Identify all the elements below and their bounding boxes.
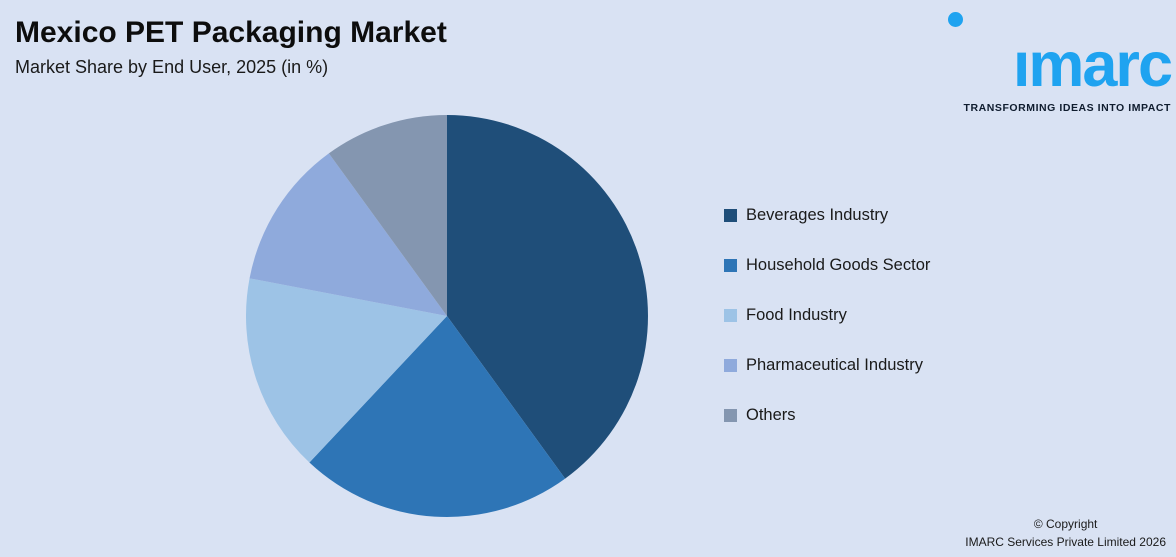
legend-swatch bbox=[724, 258, 737, 272]
legend-label: Beverages Industry bbox=[746, 205, 889, 224]
legend-item-beverages-industry: Beverages Industry bbox=[724, 202, 930, 228]
legend-swatch bbox=[724, 308, 737, 322]
page-title: Mexico PET Packaging Market bbox=[15, 16, 447, 49]
header: Mexico PET Packaging Market Market Share… bbox=[15, 16, 447, 78]
pie-chart bbox=[246, 115, 648, 517]
imarc-logo: ımarc TRANSFORMING IDEAS INTO IMPACT bbox=[941, 8, 1173, 114]
legend-item-food-industry: Food Industry bbox=[724, 302, 930, 328]
pie-slice-household-goods-sector bbox=[309, 316, 566, 517]
legend-item-pharmaceutical-industry: Pharmaceutical Industry bbox=[724, 352, 930, 378]
legend: Beverages Industry Household Goods Sector… bbox=[724, 202, 930, 452]
copyright-note: © Copyright IMARC Services Private Limit… bbox=[965, 516, 1166, 551]
legend-item-others: Others bbox=[724, 402, 930, 428]
legend-label: Food Industry bbox=[746, 305, 847, 324]
logo-i-dot-icon bbox=[948, 12, 963, 27]
legend-label: Others bbox=[746, 405, 796, 424]
pie-slice-beverages-industry bbox=[447, 115, 648, 479]
legend-label: Household Goods Sector bbox=[746, 255, 931, 274]
copyright-line2: IMARC Services Private Limited 2026 bbox=[965, 534, 1166, 549]
legend-item-household-goods-sector: Household Goods Sector bbox=[724, 252, 930, 278]
imarc-brand: ımarc bbox=[1012, 30, 1173, 100]
imarc-tagline: TRANSFORMING IDEAS INTO IMPACT bbox=[963, 102, 1171, 114]
legend-swatch bbox=[724, 358, 737, 372]
pie-slice-others bbox=[328, 115, 447, 316]
legend-swatch bbox=[724, 208, 737, 222]
pie-slice-food-industry bbox=[246, 278, 447, 463]
copyright-line1: © Copyright bbox=[1033, 517, 1098, 532]
pie-chart-svg bbox=[246, 115, 648, 517]
page-subtitle: Market Share by End User, 2025 (in %) bbox=[15, 57, 329, 77]
legend-label: Pharmaceutical Industry bbox=[746, 355, 923, 374]
legend-swatch bbox=[724, 408, 737, 422]
pie-slice-pharmaceutical-industry bbox=[249, 153, 447, 316]
